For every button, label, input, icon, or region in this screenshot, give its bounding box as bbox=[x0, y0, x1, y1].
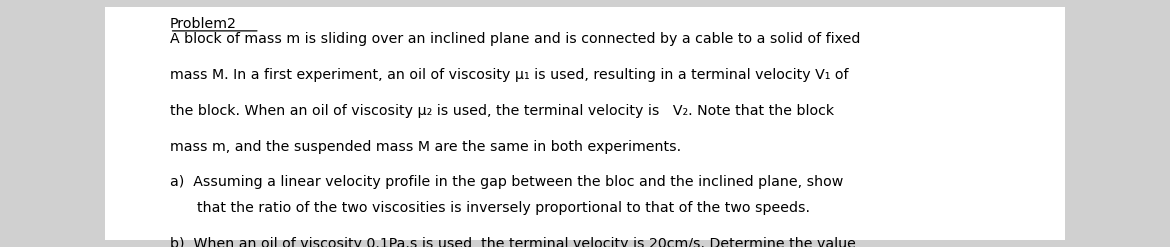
Text: Problem2: Problem2 bbox=[170, 17, 236, 31]
Text: b)  When an oil of viscosity 0.1Pa.s is used, the terminal velocity is 20cm/s. D: b) When an oil of viscosity 0.1Pa.s is u… bbox=[170, 237, 855, 247]
Text: the block. When an oil of viscosity μ₂ is used, the terminal velocity is   V₂. N: the block. When an oil of viscosity μ₂ i… bbox=[170, 104, 834, 118]
Text: mass m, and the suspended mass M are the same in both experiments.: mass m, and the suspended mass M are the… bbox=[170, 140, 681, 154]
Text: a)  Assuming a linear velocity profile in the gap between the bloc and the incli: a) Assuming a linear velocity profile in… bbox=[170, 175, 842, 189]
Text: A block of mass m is sliding over an inclined plane and is connected by a cable : A block of mass m is sliding over an inc… bbox=[170, 32, 860, 46]
Text: mass M. In a first experiment, an oil of viscosity μ₁ is used, resulting in a te: mass M. In a first experiment, an oil of… bbox=[170, 68, 848, 82]
FancyBboxPatch shape bbox=[105, 7, 1065, 240]
Text: that the ratio of the two viscosities is inversely proportional to that of the t: that the ratio of the two viscosities is… bbox=[170, 201, 810, 215]
